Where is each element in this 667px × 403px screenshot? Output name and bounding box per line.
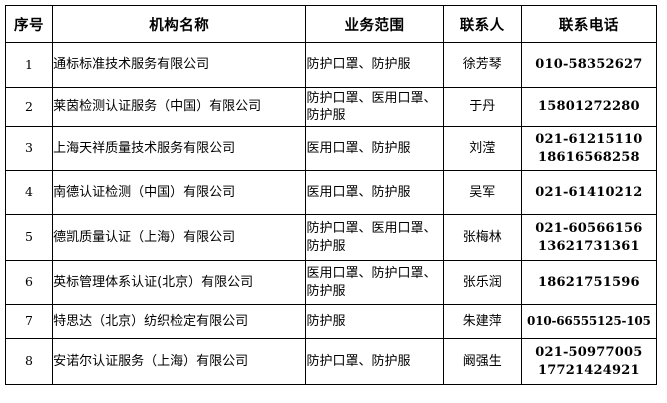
cell-index: 6 [4,260,54,305]
cell-contact: 徐芳琴 [442,42,522,88]
cell-scope: 防护服 [305,304,444,339]
column-header-organization: 机构名称 [52,5,307,43]
cell-phone: 021-50977005 17721424921 [520,338,658,385]
cell-index: 7 [4,304,54,339]
table-row: 2 莱茵检测认证服务（中国）有限公司 防护口罩、医用口罩、防护服 于丹 15801272… [4,87,658,127]
cell-index: 8 [4,338,54,385]
cell-organization: 安诺尔认证服务（上海）有限公司 [52,338,307,385]
cell-scope: 防护口罩、医用口罩、防护服 [305,214,444,261]
phone-number: 021-61410212 [535,184,643,200]
cell-scope: 防护口罩、防护服 [305,42,444,88]
cell-contact: 阚强生 [442,338,522,385]
cell-scope: 医用口罩、防护口罩、防护服 [305,260,444,305]
cell-phone: 15801272280 [520,87,658,127]
cell-phone: 010-58352627 [520,42,658,88]
cell-index: 2 [4,87,54,127]
cell-phone: 021-61215110 18616568258 [520,126,658,171]
cell-scope: 防护口罩、医用口罩、防护服 [305,87,444,127]
cell-organization: 特思达（北京）纺织检定有限公司 [52,304,307,339]
table-body: 1 通标标准技术服务有限公司 防护口罩、防护服 徐芳琴 010-58352627 2 莱茵检… [4,42,658,385]
table-row: 3 上海天祥质量技术服务有限公司 医用口罩、防护服 刘滢 021-61215110 186… [4,126,658,171]
cell-index: 5 [4,214,54,261]
cell-scope: 医用口罩、防护服 [305,170,444,215]
cell-contact: 刘滢 [442,126,522,171]
phone-number: 021-50977005 [535,345,643,361]
table-row: 7 特思达（北京）纺织检定有限公司 防护服 朱建萍 010-66555125-105 [4,304,658,339]
table-header-row: 序号 机构名称 业务范围 联系人 联系电话 [4,5,658,43]
cell-index: 4 [4,170,54,215]
table-row: 5 德凯质量认证（上海）有限公司 防护口罩、医用口罩、防护服 张梅林 021-60566… [4,214,658,261]
table-row: 6 英标管理体系认证(北京）有限公司 医用口罩、防护口罩、防护服 张乐润 1862175… [4,260,658,305]
table-row: 4 南德认证检测（中国）有限公司 医用口罩、防护服 吴军 021-61410212 [4,170,658,215]
table-header: 序号 机构名称 业务范围 联系人 联系电话 [4,5,658,43]
phone-number: 18616568258 [538,149,640,165]
column-header-index: 序号 [4,5,54,43]
cell-organization: 通标标准技术服务有限公司 [52,42,307,88]
phone-number: 010-66555125-105 [527,313,651,328]
cell-index: 3 [4,126,54,171]
cell-contact: 于丹 [442,87,522,127]
cell-scope: 医用口罩、防护服 [305,126,444,171]
cell-phone: 18621751596 [520,260,658,305]
column-header-phone: 联系电话 [520,5,658,43]
table-row: 1 通标标准技术服务有限公司 防护口罩、防护服 徐芳琴 010-58352627 [4,42,658,88]
cell-index: 1 [4,42,54,88]
phone-number: 15801272280 [538,99,640,115]
cell-phone: 021-60566156 13621731361 [520,214,658,261]
phone-number: 010-58352627 [535,57,643,73]
phone-number: 13621731361 [538,238,640,254]
cell-contact: 张乐润 [442,260,522,305]
cell-organization: 德凯质量认证（上海）有限公司 [52,214,307,261]
phone-number: 18621751596 [538,274,640,290]
cell-organization: 莱茵检测认证服务（中国）有限公司 [52,87,307,127]
phone-number: 17721424921 [538,362,640,378]
cell-contact: 张梅林 [442,214,522,261]
cell-phone: 021-61410212 [520,170,658,215]
cell-contact: 吴军 [442,170,522,215]
table-row: 8 安诺尔认证服务（上海）有限公司 防护口罩、防护服 阚强生 021-50977005 1… [4,338,658,385]
cell-organization: 上海天祥质量技术服务有限公司 [52,126,307,171]
column-header-contact: 联系人 [442,5,522,43]
cell-scope: 防护口罩、防护服 [305,338,444,385]
cell-organization: 南德认证检测（中国）有限公司 [52,170,307,215]
column-header-scope: 业务范围 [305,5,444,43]
cell-phone: 010-66555125-105 [520,304,658,339]
phone-number: 021-60566156 [535,221,643,237]
cell-contact: 朱建萍 [442,304,522,339]
cell-organization: 英标管理体系认证(北京）有限公司 [52,260,307,305]
certification-agencies-table: 序号 机构名称 业务范围 联系人 联系电话 1 通标标准技术服务有限公司 防护口罩、… [4,5,658,385]
phone-number: 021-61215110 [535,132,643,148]
